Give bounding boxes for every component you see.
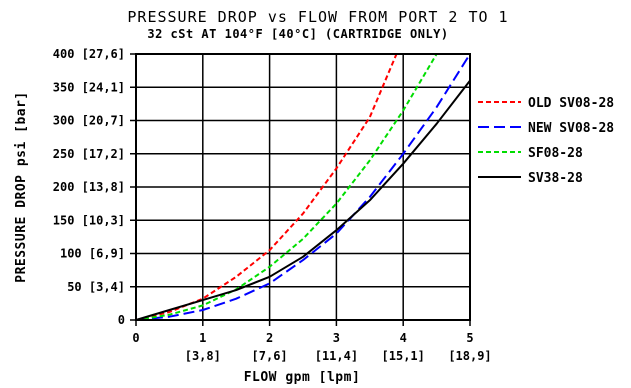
x-tick-label-5: 5 — [466, 331, 473, 345]
y-tick-label-3: 150 [10,3] — [53, 213, 125, 227]
legend-label-3: SV38-28 — [528, 171, 583, 186]
y-axis-label: PRESSURE DROP psi [bar] — [14, 91, 29, 283]
y-tick-label-2: 100 [6,9] — [60, 247, 125, 261]
x-axis-label: FLOW gpm [lpm] — [244, 370, 361, 385]
y-tick-label-0: 0 — [118, 313, 125, 327]
legend-label-1: NEW SV08-28 — [528, 121, 614, 136]
x-tick-label-0: 0 — [132, 331, 139, 345]
x-tick-label-4: 4 — [400, 331, 407, 345]
x-tick-label-1: 1 — [199, 331, 206, 345]
x-axis-ticks: 0 1 [3,8] 2 [7,6] 3 [11,4] 4 [15,1] 5 [18,9] — [132, 320, 492, 363]
y-tick-label-1: 50 [3,4] — [67, 280, 125, 294]
y-tick-label-7: 350 [24,1] — [53, 80, 125, 94]
x-tick-label-2: 2 — [266, 331, 273, 345]
legend-label-0: OLD SV08-28 — [528, 96, 614, 111]
chart-title: PRESSURE DROP vs FLOW FROM PORT 2 TO 1 — [127, 8, 508, 26]
x-tick-label-3: 3 — [333, 331, 340, 345]
chart-subtitle: 32 cSt AT 104°F [40°C] (CARTRIDGE ONLY) — [147, 27, 448, 41]
grid-lines — [136, 54, 470, 320]
y-tick-label-4: 200 [13,8] — [53, 180, 125, 194]
data-series — [135, 53, 471, 321]
legend-label-2: SF08-28 — [528, 146, 583, 161]
x-tick-sublabel-2: [7,6] — [252, 349, 288, 363]
y-tick-label-8: 400 [27,6] — [53, 47, 125, 61]
x-tick-sublabel-1: [3,8] — [185, 349, 221, 363]
series-line-3 — [135, 79, 471, 321]
y-tick-label-6: 300 [20,7] — [53, 114, 125, 128]
series-line-2 — [135, 53, 438, 321]
series-line-0 — [135, 53, 398, 321]
legend: OLD SV08-28 NEW SV08-28 SF08-28 SV38-28 — [478, 96, 614, 186]
x-tick-sublabel-4: [15,1] — [382, 349, 425, 363]
x-tick-sublabel-3: [11,4] — [315, 349, 358, 363]
y-tick-label-5: 250 [17,2] — [53, 147, 125, 161]
x-tick-sublabel-5: [18,9] — [448, 349, 491, 363]
series-line-1 — [135, 53, 471, 321]
y-axis-ticks: 0 50 [3,4] 100 [6,9] 150 [10,3] 200 [13,8] 25… — [53, 47, 136, 327]
